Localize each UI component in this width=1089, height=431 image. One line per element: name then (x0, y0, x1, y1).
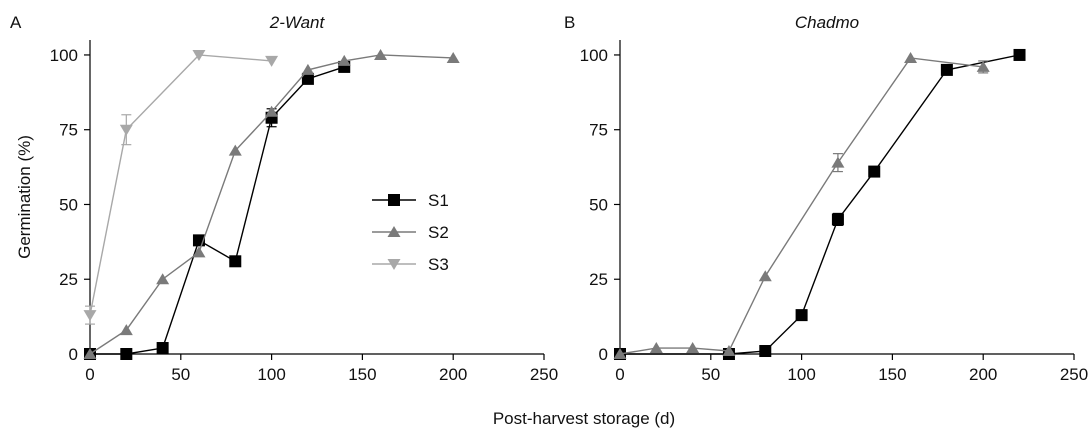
legend-label: S3 (428, 255, 449, 274)
y-tick-label: 25 (589, 270, 608, 289)
y-tick-label: 0 (69, 345, 78, 364)
series-line (89, 54, 272, 316)
y-tick-label: 50 (589, 195, 608, 214)
x-tick-label: 100 (257, 365, 285, 384)
data-point (722, 345, 736, 357)
panel-label: A (10, 13, 22, 32)
series-line (90, 66, 345, 355)
legend-marker (387, 259, 401, 270)
x-tick-label: 50 (701, 365, 720, 384)
x-tick-label: 250 (1060, 365, 1088, 384)
data-point (265, 105, 279, 117)
x-tick-label: 150 (878, 365, 906, 384)
series-line (619, 57, 984, 355)
data-point (795, 309, 808, 322)
data-point (192, 246, 206, 258)
data-point (156, 273, 170, 285)
data-point (83, 348, 97, 359)
data-point (265, 55, 279, 67)
data-point (940, 63, 953, 76)
data-point (904, 51, 918, 63)
series-s2 (613, 51, 990, 359)
data-point (613, 348, 627, 359)
legend-marker (387, 226, 401, 237)
data-point (758, 270, 772, 282)
legend: S1 S2 S3 (372, 191, 449, 274)
x-tick-label: 250 (530, 365, 558, 384)
data-point (301, 72, 314, 85)
x-tick-label: 100 (787, 365, 815, 384)
data-point (374, 48, 388, 60)
data-point (156, 342, 169, 355)
legend-marker (388, 194, 400, 206)
data-point (192, 49, 206, 61)
y-tick-label: 100 (50, 46, 78, 65)
y-axis-label: Germination (%) (15, 135, 34, 259)
legend-label: S1 (428, 191, 449, 210)
data-point (759, 345, 772, 358)
data-point (831, 156, 845, 168)
chart-title: Chadmo (795, 13, 859, 32)
chart-panel-a: 0 50 100 150 200 250 0 25 50 75 100 A 2-Want Germinat… (10, 13, 558, 384)
data-point (446, 51, 460, 63)
series-s2 (83, 48, 460, 359)
data-point (119, 324, 133, 336)
y-tick-label: 100 (580, 46, 608, 65)
x-tick-label: 150 (348, 365, 376, 384)
y-tick-label: 75 (589, 121, 608, 140)
y-tick-label: 25 (59, 270, 78, 289)
series-s1 (614, 48, 1026, 360)
series-s3 (83, 49, 279, 325)
series-line (620, 54, 1020, 355)
data-point (83, 310, 97, 322)
y-tick-label: 50 (59, 195, 78, 214)
x-tick-label: 200 (969, 365, 997, 384)
shared-x-axis-label: Post-harvest storage (d) (493, 409, 675, 428)
series-s1 (84, 60, 351, 360)
data-point (337, 54, 351, 66)
x-tick-label: 0 (615, 365, 624, 384)
data-point (301, 63, 315, 75)
data-point (649, 342, 663, 354)
panel-label: B (564, 13, 575, 32)
chart-panel-b: 0 50 100 150 200 250 0 25 50 75 100 B Chadmo (564, 13, 1088, 384)
data-point (976, 60, 990, 72)
data-point (1013, 48, 1026, 61)
x-tick-label: 50 (171, 365, 190, 384)
chart-title: 2-Want (269, 13, 326, 32)
data-point (119, 124, 133, 136)
x-tick-label: 0 (85, 365, 94, 384)
y-tick-label: 75 (59, 121, 78, 140)
data-point (228, 144, 242, 156)
legend-label: S2 (428, 223, 449, 242)
y-tick-label: 0 (599, 345, 608, 364)
data-point (868, 165, 881, 178)
x-tick-label: 200 (439, 365, 467, 384)
data-point (831, 213, 844, 226)
data-point (120, 348, 133, 360)
data-point (229, 255, 242, 268)
series-line (89, 54, 454, 355)
data-point (686, 342, 700, 354)
